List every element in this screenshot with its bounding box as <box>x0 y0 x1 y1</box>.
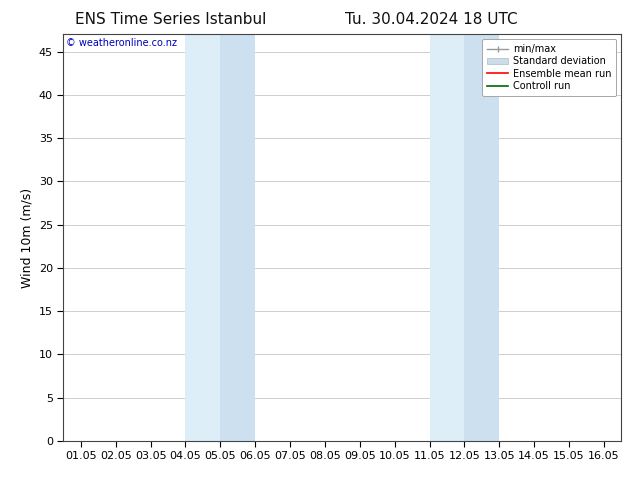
Y-axis label: Wind 10m (m/s): Wind 10m (m/s) <box>20 188 34 288</box>
Bar <box>464 34 500 441</box>
Text: Tu. 30.04.2024 18 UTC: Tu. 30.04.2024 18 UTC <box>345 12 517 27</box>
Bar <box>221 34 255 441</box>
Bar <box>185 34 221 441</box>
Text: ENS Time Series Istanbul: ENS Time Series Istanbul <box>75 12 267 27</box>
Text: © weatheronline.co.nz: © weatheronline.co.nz <box>66 38 177 49</box>
Legend: min/max, Standard deviation, Ensemble mean run, Controll run: min/max, Standard deviation, Ensemble me… <box>482 39 616 96</box>
Bar <box>429 34 464 441</box>
